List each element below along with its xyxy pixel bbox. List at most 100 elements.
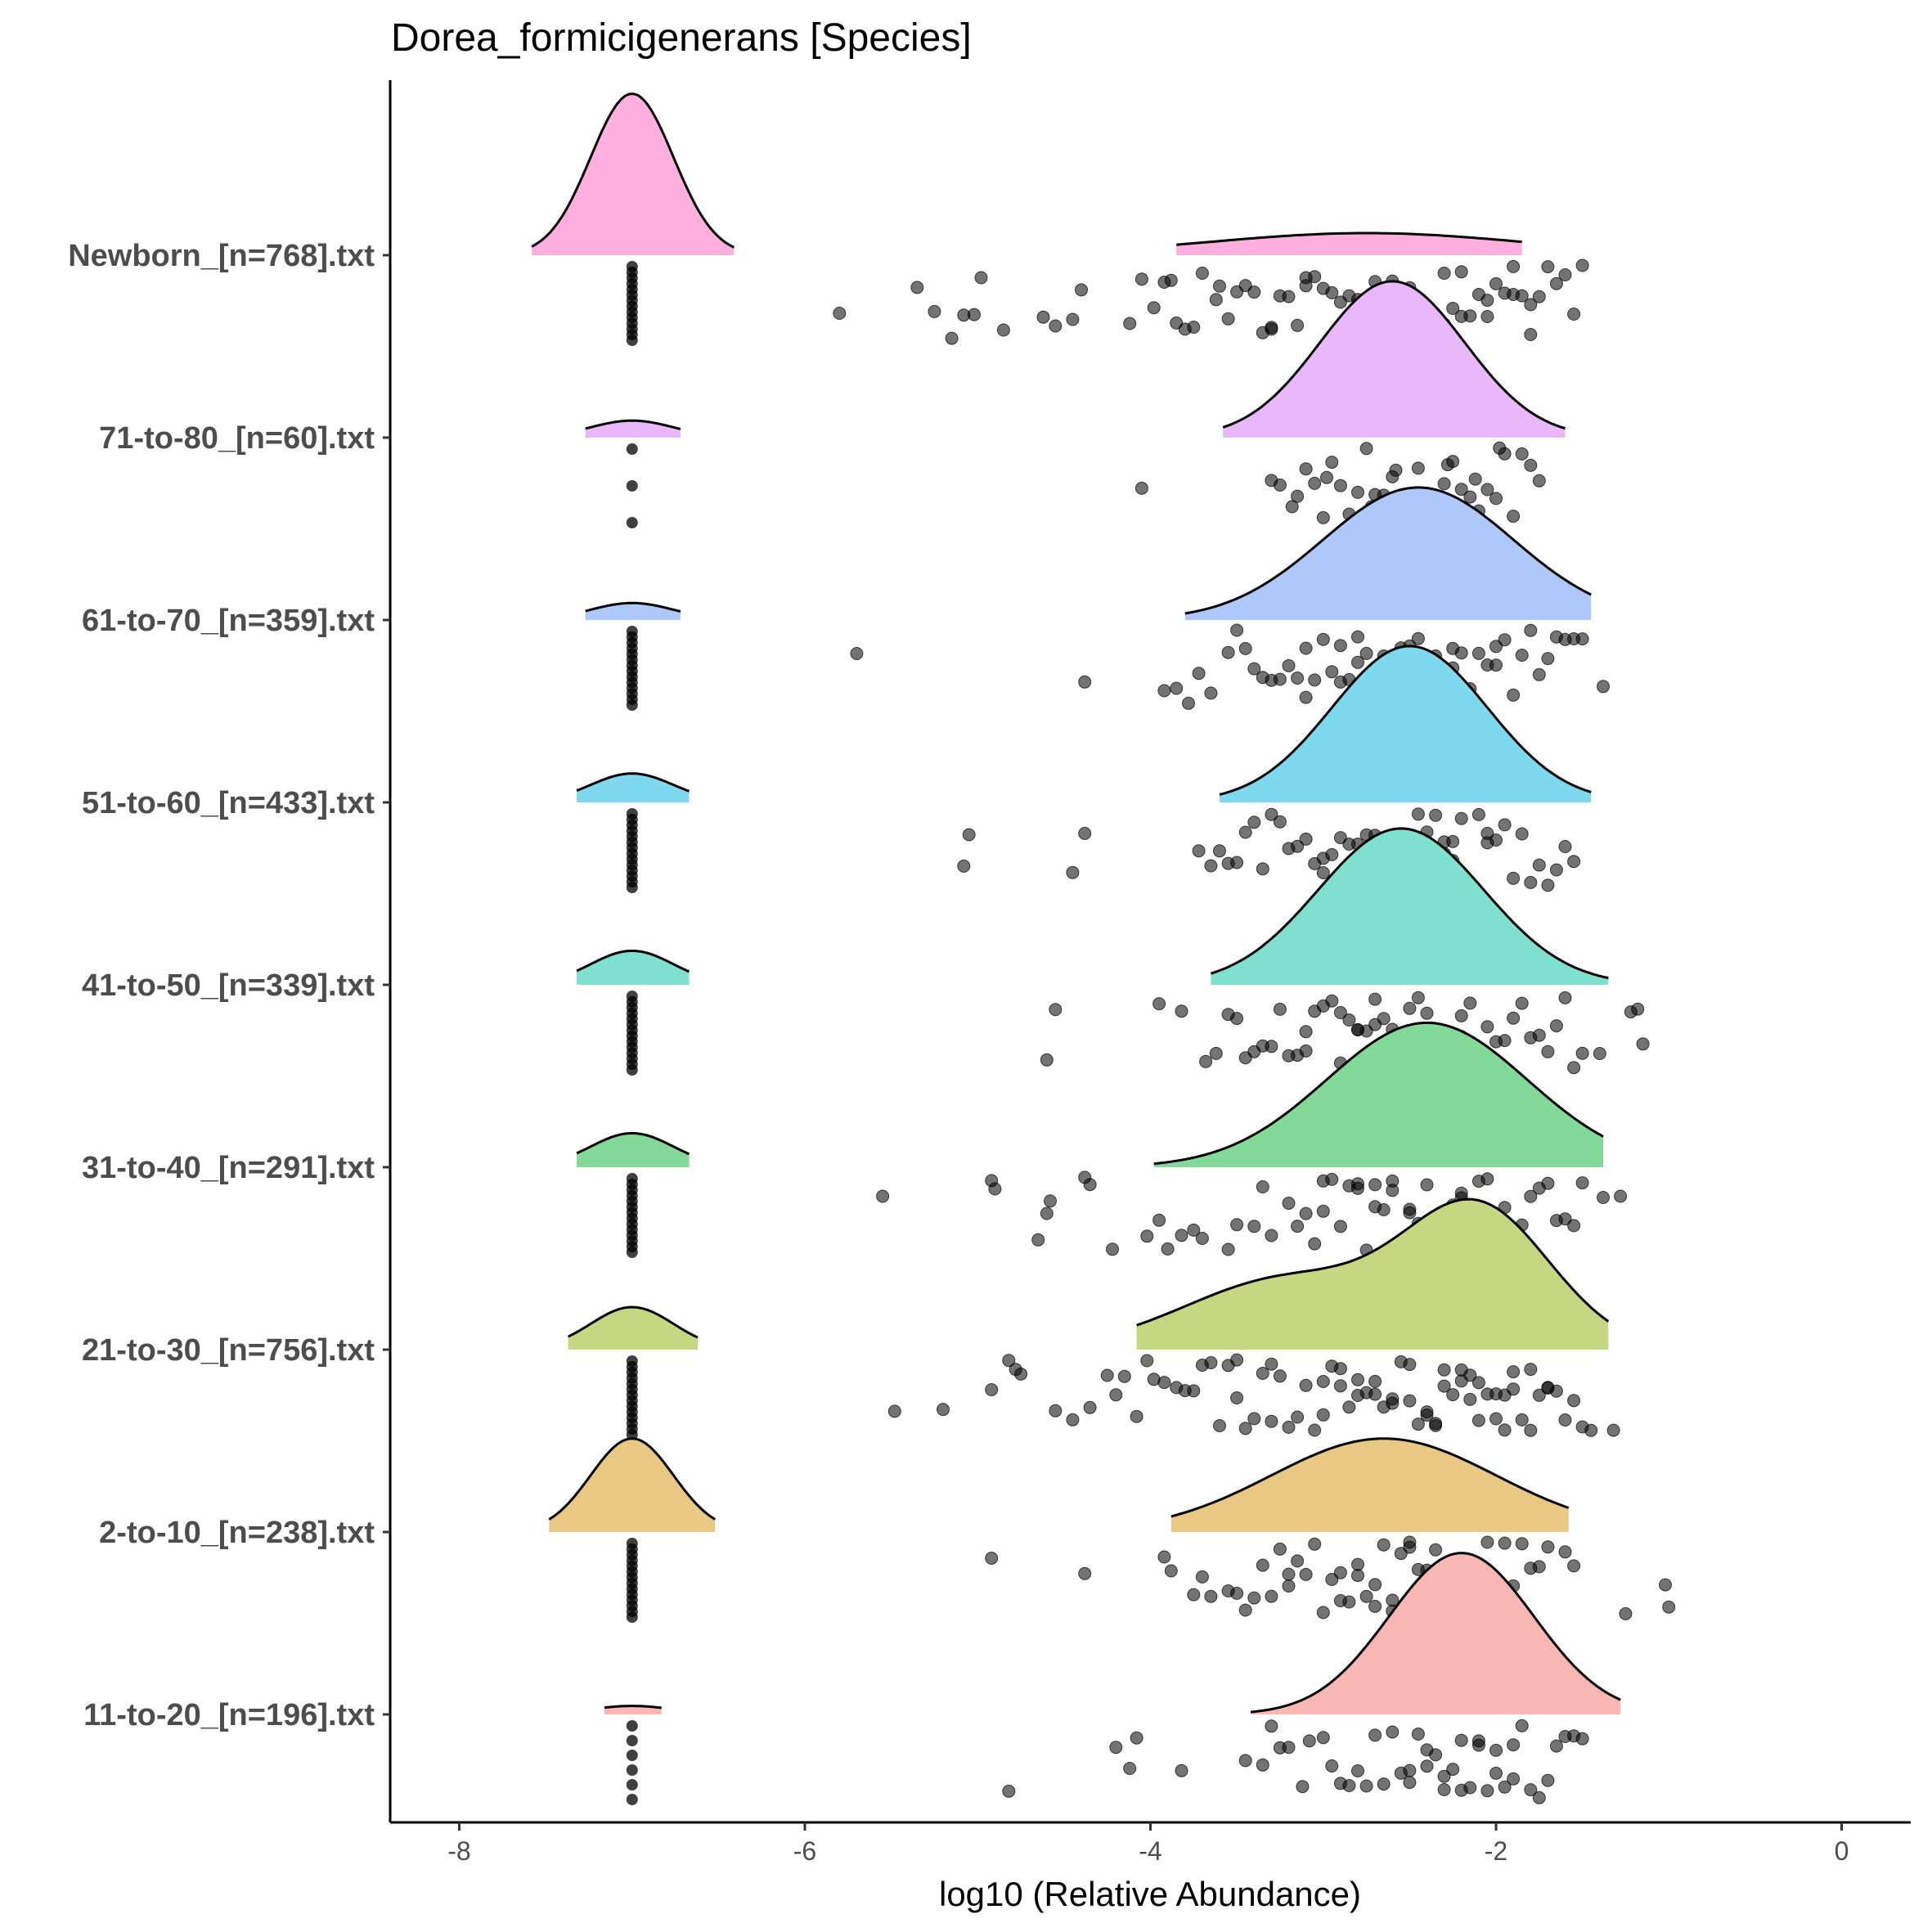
data-point <box>1230 1012 1244 1026</box>
data-point <box>1014 1367 1028 1381</box>
data-point <box>1316 1408 1330 1422</box>
data-point <box>1256 1180 1269 1193</box>
data-point <box>1106 1242 1119 1256</box>
data-point <box>968 308 981 321</box>
data-point <box>887 1404 901 1418</box>
data-point <box>1549 1739 1563 1753</box>
data-point <box>1558 991 1572 1004</box>
data-point <box>1273 672 1287 686</box>
data-point <box>1532 290 1546 303</box>
data-point <box>957 859 971 873</box>
data-point <box>1489 658 1503 672</box>
data-point <box>1265 1040 1278 1054</box>
data-point <box>1238 1754 1252 1768</box>
data-point <box>1265 1357 1278 1371</box>
data-point <box>1541 260 1555 274</box>
density-zero-outline-7 <box>548 1437 716 1521</box>
data-point <box>1100 1368 1114 1382</box>
data-point <box>1386 1725 1400 1739</box>
data-point <box>1454 1783 1468 1797</box>
data-point <box>1333 1566 1347 1579</box>
density-main-outline-1 <box>1222 280 1566 430</box>
data-point <box>1524 623 1538 637</box>
data-point <box>1541 1540 1555 1554</box>
data-point <box>1524 1783 1538 1797</box>
data-point <box>833 307 847 320</box>
data-point <box>1597 680 1610 694</box>
data-point <box>1532 1028 1546 1042</box>
data-point <box>1325 665 1339 679</box>
data-point <box>1403 1206 1417 1220</box>
data-point <box>1247 285 1261 299</box>
data-point <box>1299 1044 1313 1058</box>
data-point <box>1066 865 1080 879</box>
data-point <box>1471 1413 1485 1427</box>
data-point <box>1524 1189 1538 1203</box>
data-point <box>1123 317 1137 330</box>
density-main-fill-8 <box>1251 1552 1621 1714</box>
data-point <box>1147 301 1161 315</box>
data-point <box>1299 279 1313 293</box>
data-point <box>1316 1606 1330 1620</box>
data-point <box>1221 645 1235 659</box>
data-point <box>1123 1762 1137 1775</box>
data-point <box>1265 321 1278 335</box>
x-tick-label: -4 <box>1139 1836 1161 1866</box>
data-point <box>1333 1220 1347 1233</box>
data-point <box>1368 1599 1382 1613</box>
density-zero-fill-5 <box>577 1133 690 1167</box>
data-point <box>1282 290 1296 303</box>
data-point <box>1049 1404 1063 1418</box>
data-point <box>1291 672 1305 685</box>
data-point <box>1164 273 1178 287</box>
data-point <box>1532 1388 1546 1402</box>
data-point <box>1386 1396 1400 1410</box>
x-tick-label: -2 <box>1485 1836 1507 1866</box>
data-point <box>1359 1589 1373 1603</box>
data-point <box>1273 479 1287 492</box>
data-point <box>1368 1374 1382 1388</box>
data-point <box>1463 1368 1477 1382</box>
data-point <box>1515 649 1529 662</box>
data-point <box>1524 1363 1538 1377</box>
data-point <box>1282 658 1296 672</box>
density-zero-fill-2 <box>585 603 681 620</box>
data-point <box>1152 997 1166 1011</box>
data-point <box>1480 483 1494 496</box>
data-point-zero <box>626 1064 638 1076</box>
data-point <box>1182 696 1195 710</box>
data-point-zero <box>626 1764 638 1776</box>
data-point <box>1308 270 1322 284</box>
data-point <box>1213 1419 1226 1432</box>
data-point <box>1130 1731 1143 1745</box>
data-point <box>1437 1379 1451 1393</box>
density-zero-fill-3 <box>577 773 690 802</box>
data-point <box>1507 688 1521 702</box>
data-point <box>1213 844 1226 858</box>
data-point <box>1420 1743 1434 1757</box>
data-point <box>1489 1412 1503 1426</box>
data-point <box>1507 1738 1521 1752</box>
data-point <box>1333 1006 1347 1019</box>
density-main-fill-5 <box>1153 1022 1603 1167</box>
plot-area <box>531 92 1676 1805</box>
data-point <box>1291 1220 1305 1233</box>
data-point <box>1002 1784 1016 1798</box>
data-point <box>1584 1423 1598 1437</box>
data-point <box>1558 1545 1572 1559</box>
y-tick-label: 61-to-70_[n=359].txt <box>82 604 375 638</box>
data-point <box>1359 442 1373 456</box>
data-point <box>1195 1232 1209 1245</box>
data-point <box>1429 808 1443 822</box>
data-point <box>1187 1223 1201 1237</box>
data-point <box>1489 276 1503 290</box>
density-main-outline-4 <box>1210 827 1609 980</box>
data-point <box>1140 1354 1154 1368</box>
density-main-fill-3 <box>1220 645 1592 802</box>
data-point <box>945 331 959 345</box>
data-point <box>1308 1537 1322 1551</box>
data-point <box>1558 840 1572 853</box>
data-point <box>1420 1178 1434 1192</box>
data-point <box>1134 272 1148 286</box>
data-point <box>1549 863 1563 877</box>
